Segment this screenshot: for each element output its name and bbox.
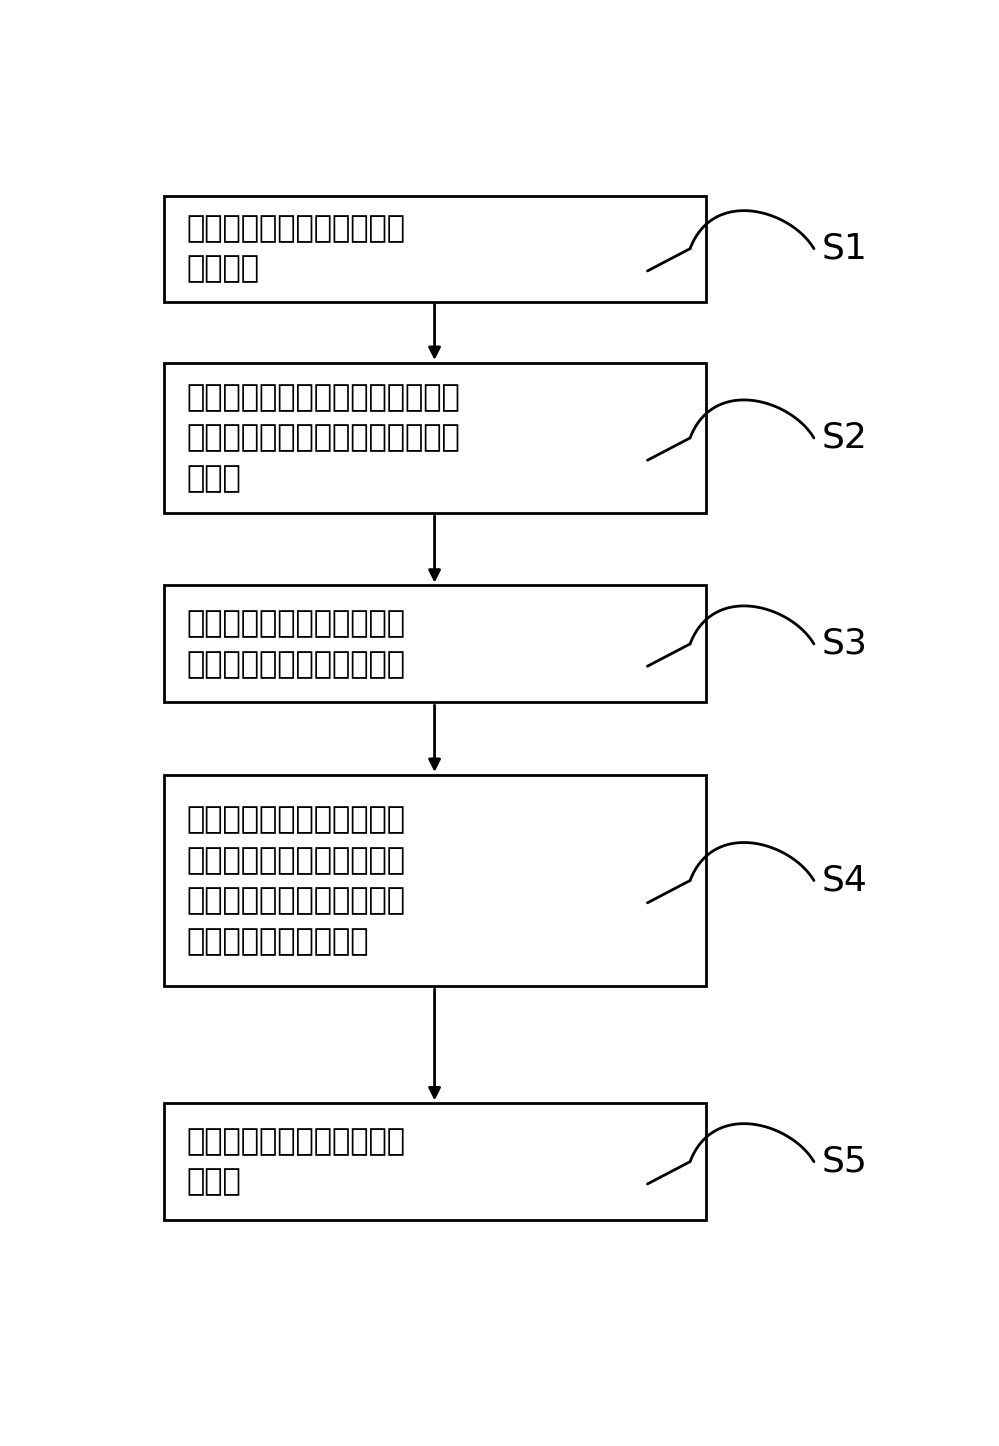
Text: S4: S4 [821,863,867,898]
Text: 在所述固化层表面镀上所述
介质膜: 在所述固化层表面镀上所述 介质膜 [187,1126,406,1196]
Text: 将低介电常数材料制成所述
中芯夹层: 将低介电常数材料制成所述 中芯夹层 [187,214,406,283]
Bar [164,775,705,986]
Bar [164,586,705,703]
Bar [164,363,705,513]
Text: 在所述增强层的表面注入树
脂，通过模压工艺方式对表
面进行处理，高温固化，使
得树脂形成所述固化层: 在所述增强层的表面注入树 脂，通过模压工艺方式对表 面进行处理，高温固化，使 得… [187,805,406,956]
Bar [164,195,705,302]
Text: S5: S5 [821,1145,867,1178]
Text: 将所述粘结剂设于所述所述
增强层与所述中芯夹层之间: 将所述粘结剂设于所述所述 增强层与所述中芯夹层之间 [187,609,406,678]
Text: S2: S2 [821,421,867,455]
Text: S1: S1 [821,231,867,266]
Text: S3: S3 [821,628,867,661]
Bar [164,1103,705,1220]
Text: 将所述石英纤维蒙皮材料设于所述
中芯夹层表面，加工处理形成所述
增强层: 将所述石英纤维蒙皮材料设于所述 中芯夹层表面，加工处理形成所述 增强层 [187,383,461,493]
